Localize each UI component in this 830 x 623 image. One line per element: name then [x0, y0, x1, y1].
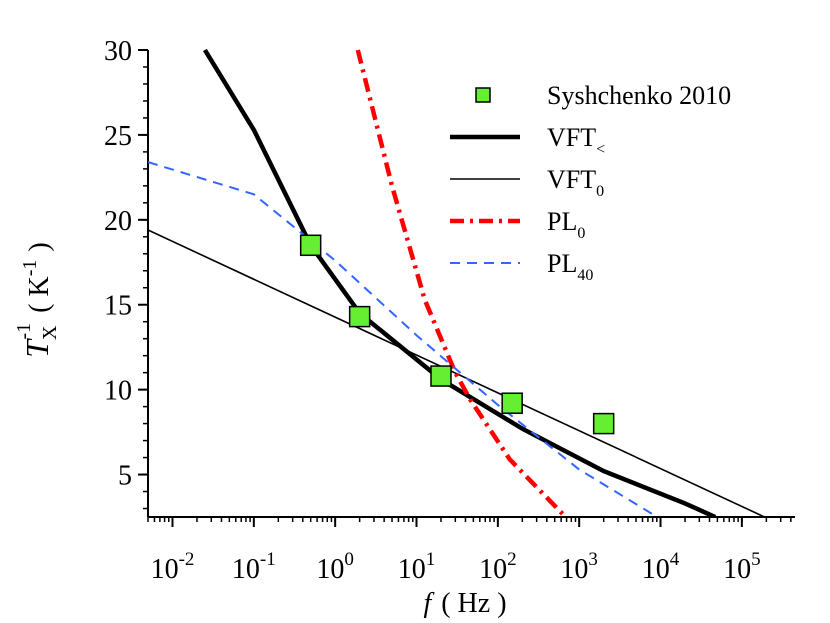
legend-name: VFT	[547, 123, 596, 152]
x-tick-exponent: 3	[588, 549, 598, 570]
y-label-sub: X	[39, 325, 61, 340]
legend-label: Syshchenko 2010	[547, 81, 731, 110]
x-tick-exponent: 4	[670, 549, 680, 570]
y-label-unit: ( K	[24, 276, 55, 313]
legend-label: PL40	[547, 249, 593, 284]
x-tick-label: 105	[723, 549, 761, 585]
y-tick-label: 10	[104, 376, 132, 407]
x-tick-exponent: 5	[751, 549, 761, 570]
y-label-sup: -1	[13, 323, 35, 340]
y-tick-label: 20	[104, 206, 132, 237]
legend-subscript: 40	[577, 267, 593, 284]
x-tick-label: 100	[316, 549, 354, 585]
y-label-close: )	[24, 242, 55, 251]
x-label-unit: ( Hz )	[441, 588, 506, 619]
legend-subscript: <	[596, 141, 605, 158]
y-tick-label: 30	[104, 36, 132, 67]
series-line	[148, 161, 658, 517]
x-tick-base: 10	[560, 554, 588, 585]
legend-marker	[475, 87, 491, 103]
x-tick-label: 10-2	[151, 549, 195, 585]
x-tick-label: 104	[642, 549, 680, 585]
y-label-symbol: T	[19, 338, 55, 358]
x-tick-exponent: -1	[260, 549, 276, 570]
series-line	[148, 229, 765, 517]
legend-name: Syshchenko 2010	[547, 81, 731, 110]
x-label-symbol: f	[423, 588, 434, 619]
legend-name: VFT	[547, 165, 596, 194]
data-point	[501, 392, 523, 414]
x-tick-base: 10	[316, 554, 344, 585]
x-tick-exponent: 2	[507, 549, 517, 570]
legend-name: PL	[547, 207, 577, 236]
series-line	[355, 49, 568, 517]
legend-subscript: 0	[596, 183, 604, 200]
y-axis-label: TX-1( K-1)	[13, 242, 61, 357]
x-tick-base: 10	[151, 554, 179, 585]
x-tick-base: 10	[232, 554, 260, 585]
data-point	[299, 234, 322, 257]
data-point	[592, 412, 615, 435]
y-label-unit-sup: -1	[19, 260, 41, 277]
x-tick-label: 101	[398, 549, 436, 585]
data-point	[430, 365, 452, 387]
y-tick-label: 5	[118, 461, 132, 492]
x-tick-base: 10	[723, 554, 751, 585]
x-tick-label: 10-1	[232, 549, 276, 585]
y-tick-label: 15	[104, 291, 132, 322]
data-point	[348, 305, 371, 328]
legend-label: PL0	[547, 207, 585, 242]
legend-name: PL	[547, 249, 577, 278]
x-tick-exponent: 1	[426, 549, 436, 570]
x-tick-base: 10	[398, 554, 426, 585]
legend-subscript: 0	[577, 225, 585, 242]
x-tick-base: 10	[642, 554, 670, 585]
x-tick-exponent: -2	[179, 549, 195, 570]
series-line	[202, 48, 717, 517]
y-tick-label: 25	[104, 121, 132, 152]
x-tick-label: 103	[560, 549, 598, 585]
x-tick-exponent: 0	[344, 549, 354, 570]
x-tick-label: 102	[479, 549, 517, 585]
x-tick-base: 10	[479, 554, 507, 585]
legend-label: VFT<	[547, 123, 605, 158]
x-axis-label: f( Hz )	[423, 588, 506, 619]
legend-label: VFT0	[547, 165, 604, 200]
